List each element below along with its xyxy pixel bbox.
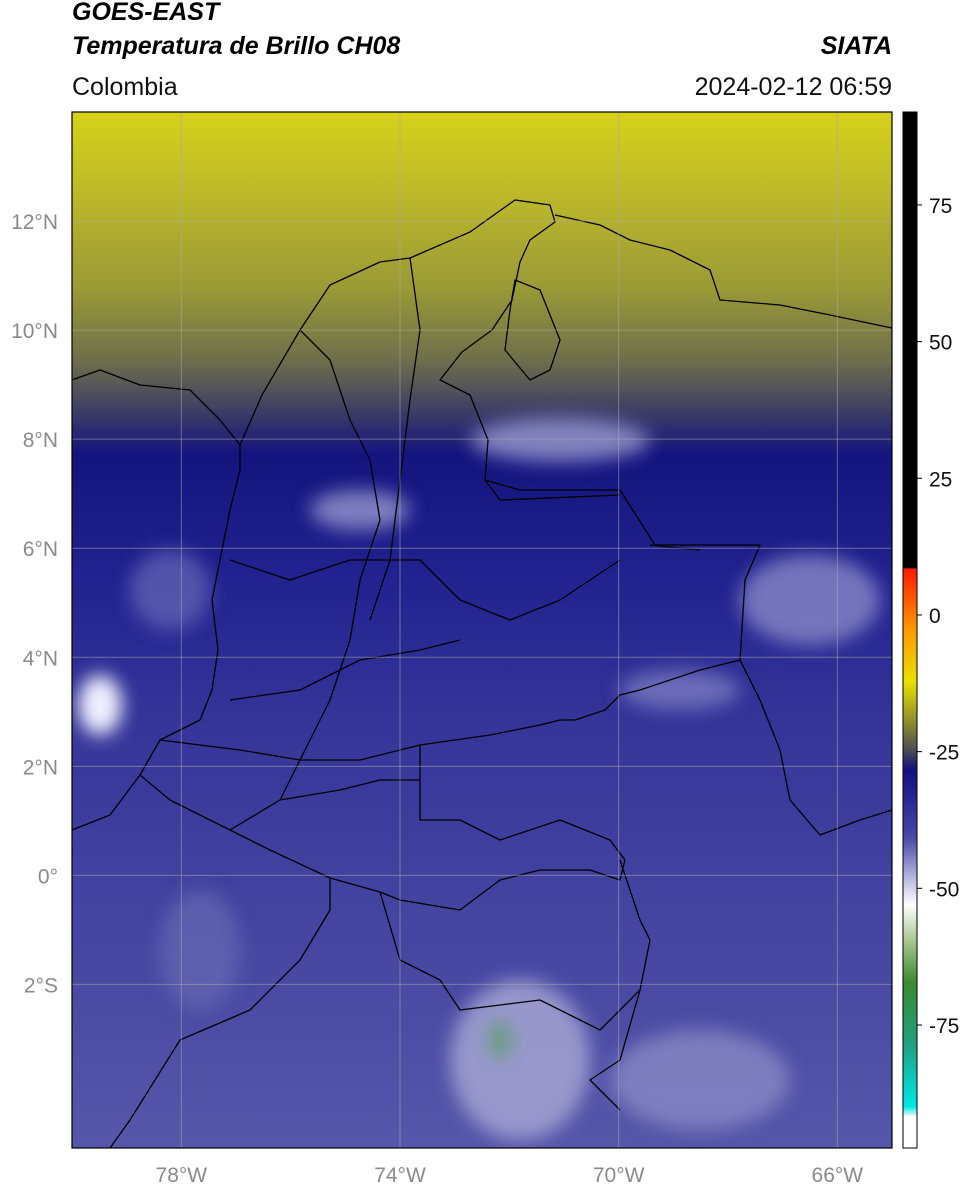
x-tick-label: 66°W	[812, 1164, 864, 1187]
x-tick-label: 74°W	[374, 1164, 426, 1187]
subtitle: Temperatura de Brillo CH08	[72, 32, 400, 60]
colorbar	[902, 111, 918, 1149]
y-tick-label: 2°S	[24, 974, 58, 997]
y-tick-label: 8°N	[23, 429, 58, 452]
ticks: 78°W 74°W 70°W 66°W 12°N 10°N 8°N 6°N 4°N 2°N 0° 2°…	[11, 195, 959, 1187]
department-borders	[159, 257, 621, 831]
datetime: 2024-02-12 06:59	[695, 73, 892, 101]
colorbar-tick-label: 50	[929, 332, 952, 355]
cloud-tops	[78, 418, 880, 1140]
maracaibo-lake	[504, 279, 561, 381]
ecuador-peru-coast	[72, 774, 331, 1148]
grid	[72, 112, 892, 1148]
x-tick-label: 78°W	[156, 1164, 208, 1187]
x-tick-label: 70°W	[593, 1164, 645, 1187]
y-tick-label: 0°	[38, 865, 58, 888]
colorbar-tick-label: 25	[929, 468, 952, 491]
colorbar-tick-label: -75	[929, 1015, 959, 1038]
y-tick-label: 12°N	[11, 211, 58, 234]
y-tick-label: 4°N	[23, 647, 58, 670]
venezuela-coast	[554, 214, 892, 329]
y-tick-label: 10°N	[11, 320, 58, 343]
y-tick-label: 6°N	[23, 538, 58, 561]
colombia-border	[139, 199, 761, 911]
region: Colombia	[72, 73, 178, 101]
y-tick-label: 2°N	[23, 756, 58, 779]
source: SIATA	[821, 32, 892, 60]
map-frame	[71, 111, 893, 1149]
venezuela-border	[484, 479, 892, 836]
colorbar-tick-label: 75	[929, 195, 952, 218]
colorbar-tick-label: -50	[929, 878, 959, 901]
title: GOES-EAST	[72, 0, 222, 26]
map-image	[72, 112, 892, 1148]
colorbar-tick-label: 0	[929, 605, 941, 628]
panama-coast	[72, 369, 241, 446]
colorbar-tick-label: -25	[929, 742, 959, 765]
borders	[72, 199, 892, 1148]
